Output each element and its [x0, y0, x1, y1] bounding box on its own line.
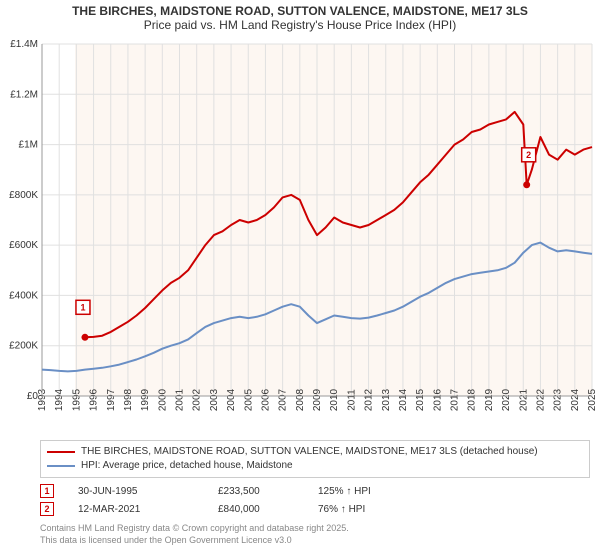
- svg-text:£1M: £1M: [19, 140, 38, 151]
- svg-text:2003: 2003: [209, 388, 220, 411]
- svg-text:2008: 2008: [295, 388, 306, 411]
- svg-text:1996: 1996: [89, 388, 100, 411]
- svg-text:£800K: £800K: [9, 190, 38, 201]
- tx-price-1: £233,500: [218, 486, 318, 497]
- svg-text:2006: 2006: [260, 388, 271, 411]
- svg-text:1998: 1998: [123, 388, 134, 411]
- svg-text:2021: 2021: [518, 388, 529, 411]
- legend-swatch-hpi: [47, 465, 75, 467]
- svg-text:2013: 2013: [381, 388, 392, 411]
- title-line2: Price paid vs. HM Land Registry's House …: [8, 18, 592, 32]
- table-row: 2 12-MAR-2021 £840,000 76% ↑ HPI: [40, 500, 438, 518]
- svg-text:2007: 2007: [278, 388, 289, 411]
- svg-text:1995: 1995: [71, 388, 82, 411]
- svg-text:1994: 1994: [54, 388, 65, 411]
- tx-date-1: 30-JUN-1995: [78, 486, 218, 497]
- chart-svg: £0£200K£400K£600K£800K£1M£1.2M£1.4M19931…: [0, 36, 600, 436]
- svg-text:2017: 2017: [450, 388, 461, 411]
- svg-text:2022: 2022: [535, 388, 546, 411]
- footer: Contains HM Land Registry data © Crown c…: [40, 522, 349, 546]
- svg-text:2: 2: [526, 150, 531, 160]
- svg-text:2019: 2019: [484, 388, 495, 411]
- svg-text:£1.2M: £1.2M: [10, 89, 38, 100]
- legend: THE BIRCHES, MAIDSTONE ROAD, SUTTON VALE…: [40, 440, 590, 478]
- svg-text:1999: 1999: [140, 388, 151, 411]
- svg-text:2020: 2020: [501, 388, 512, 411]
- svg-text:1997: 1997: [106, 388, 117, 411]
- svg-text:2023: 2023: [553, 388, 564, 411]
- tx-pct-2: 76% ↑ HPI: [318, 504, 438, 515]
- title-line1: THE BIRCHES, MAIDSTONE ROAD, SUTTON VALE…: [8, 4, 592, 18]
- svg-text:2009: 2009: [312, 388, 323, 411]
- legend-swatch-subject: [47, 451, 75, 453]
- svg-text:2014: 2014: [398, 388, 409, 411]
- svg-text:2012: 2012: [364, 388, 375, 411]
- svg-text:2018: 2018: [467, 388, 478, 411]
- legend-row-subject: THE BIRCHES, MAIDSTONE ROAD, SUTTON VALE…: [47, 445, 583, 459]
- svg-text:2004: 2004: [226, 388, 237, 411]
- transactions-table: 1 30-JUN-1995 £233,500 125% ↑ HPI 2 12-M…: [40, 482, 438, 518]
- tx-marker-2: 2: [40, 502, 54, 516]
- svg-text:2010: 2010: [329, 388, 340, 411]
- tx-date-2: 12-MAR-2021: [78, 504, 218, 515]
- svg-text:2000: 2000: [157, 388, 168, 411]
- legend-label-subject: THE BIRCHES, MAIDSTONE ROAD, SUTTON VALE…: [81, 445, 538, 459]
- svg-text:£400K: £400K: [9, 290, 38, 301]
- svg-text:2025: 2025: [587, 388, 598, 411]
- table-row: 1 30-JUN-1995 £233,500 125% ↑ HPI: [40, 482, 438, 500]
- title-block: THE BIRCHES, MAIDSTONE ROAD, SUTTON VALE…: [0, 0, 600, 34]
- footer-line1: Contains HM Land Registry data © Crown c…: [40, 522, 349, 534]
- svg-text:2024: 2024: [570, 388, 581, 411]
- svg-text:2011: 2011: [346, 389, 357, 411]
- svg-text:£1.4M: £1.4M: [10, 39, 38, 50]
- svg-text:2002: 2002: [192, 388, 203, 411]
- chart-container: THE BIRCHES, MAIDSTONE ROAD, SUTTON VALE…: [0, 0, 600, 560]
- chart-area: £0£200K£400K£600K£800K£1M£1.2M£1.4M19931…: [0, 36, 600, 436]
- svg-text:£600K: £600K: [9, 240, 38, 251]
- svg-text:2001: 2001: [175, 388, 186, 411]
- svg-text:2016: 2016: [432, 388, 443, 411]
- tx-pct-1: 125% ↑ HPI: [318, 486, 438, 497]
- svg-text:2015: 2015: [415, 388, 426, 411]
- footer-line2: This data is licensed under the Open Gov…: [40, 534, 349, 546]
- legend-row-hpi: HPI: Average price, detached house, Maid…: [47, 459, 583, 473]
- svg-text:1: 1: [80, 302, 85, 312]
- tx-price-2: £840,000: [218, 504, 318, 515]
- svg-text:2005: 2005: [243, 388, 254, 411]
- svg-text:£200K: £200K: [9, 341, 38, 352]
- tx-marker-1: 1: [40, 484, 54, 498]
- legend-label-hpi: HPI: Average price, detached house, Maid…: [81, 459, 293, 473]
